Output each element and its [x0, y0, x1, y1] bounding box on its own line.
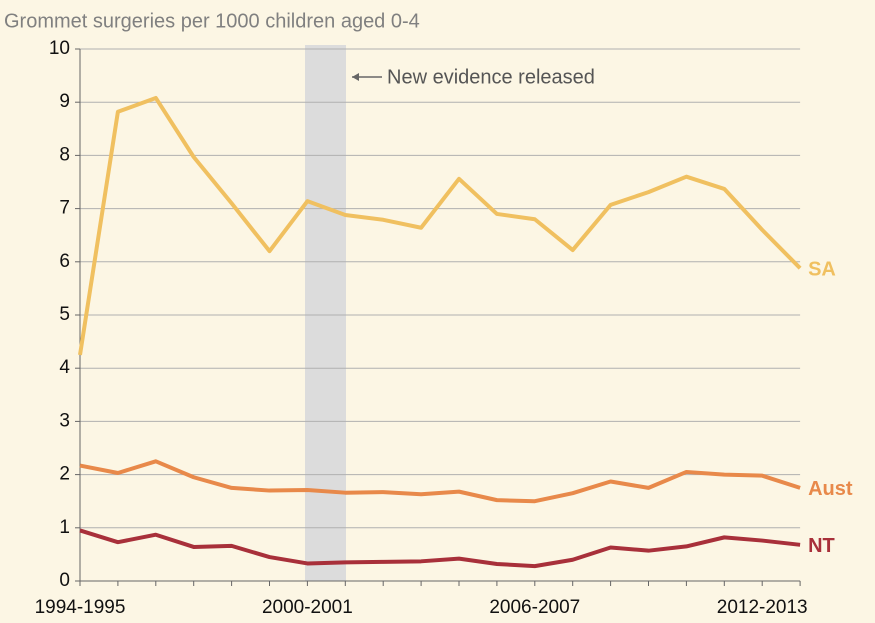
y-tick-label: 3 — [59, 410, 70, 431]
x-tick-label: 2006-2007 — [489, 597, 580, 618]
series-label: SA — [808, 258, 836, 280]
series-line — [79, 528, 801, 569]
annotation: New evidence released — [387, 66, 595, 88]
y-tick-label: 4 — [59, 357, 70, 378]
y-tick-label: 0 — [59, 570, 70, 591]
x-tick-label: 2012-2013 — [717, 597, 808, 618]
y-tick-label: 2 — [59, 464, 70, 485]
y-tick-label: 5 — [59, 304, 70, 325]
y-tick-label: 8 — [59, 144, 70, 165]
series-line — [79, 459, 801, 504]
x-tick-label: 1994-1995 — [35, 597, 126, 618]
series-label: Aust — [808, 478, 853, 500]
y-tick-label: 6 — [59, 251, 70, 272]
series-line — [78, 95, 802, 356]
series-label: NT — [808, 535, 835, 557]
y-tick-label: 9 — [59, 91, 70, 112]
annotation-arrowhead — [352, 73, 359, 81]
highlight-band — [305, 45, 346, 581]
y-tick-label: 10 — [49, 38, 70, 59]
x-tick-label: 2000-2001 — [262, 597, 353, 618]
chart-title: Grommet surgeries per 1000 children aged… — [4, 10, 420, 32]
y-tick-label: 1 — [59, 517, 70, 538]
y-tick-label: 7 — [59, 198, 70, 219]
